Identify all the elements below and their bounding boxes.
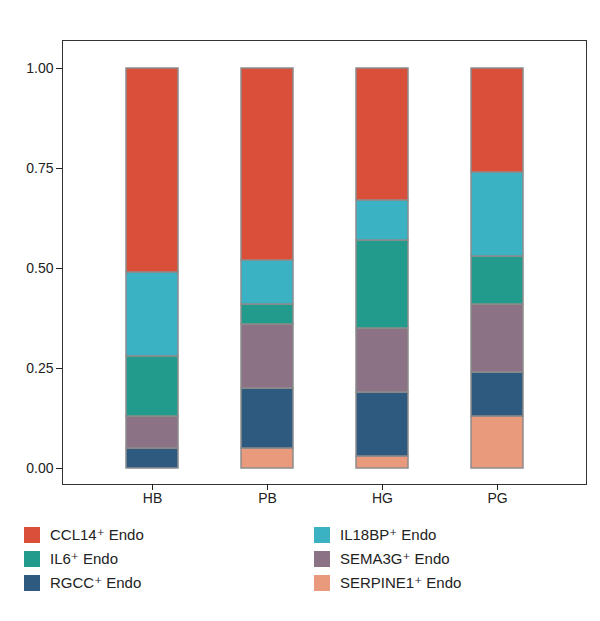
- svg-text:HB: HB: [143, 490, 162, 506]
- html-text:IL6⁺ Endo: IL6⁺ Endo: [50, 550, 118, 567]
- svg-text:0.25: 0.25: [26, 360, 53, 376]
- html-text:IL18BP⁺ Endo: IL18BP⁺ Endo: [340, 526, 437, 543]
- svg-text:HG: HG: [372, 490, 393, 506]
- svg-text:1.00: 1.00: [26, 60, 53, 76]
- html-text:RGCC⁺ Endo: RGCC⁺ Endo: [50, 574, 142, 591]
- svg-text:0.75: 0.75: [26, 160, 53, 176]
- svg-text:0.00: 0.00: [26, 460, 53, 476]
- svg-text:PG: PG: [487, 490, 507, 506]
- svg-text:0.50: 0.50: [26, 260, 53, 276]
- html-text:SEMA3G⁺ Endo: SEMA3G⁺ Endo: [340, 550, 450, 567]
- html-text:CCL14⁺ Endo: CCL14⁺ Endo: [50, 526, 144, 543]
- html-text:SERPINE1⁺ Endo: SERPINE1⁺ Endo: [340, 574, 462, 591]
- svg-text:PB: PB: [258, 490, 277, 506]
